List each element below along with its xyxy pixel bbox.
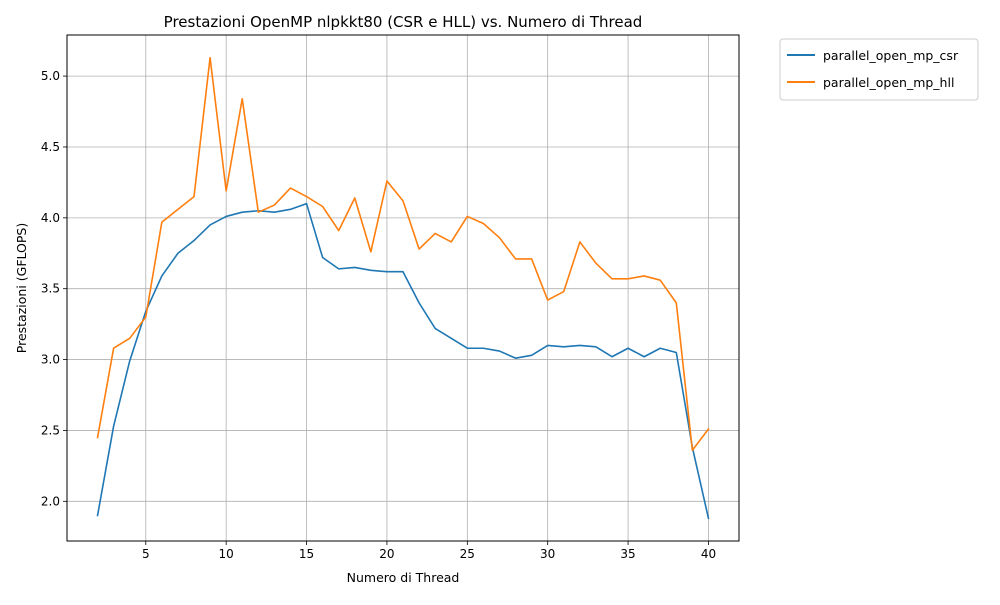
y-tick-label: 4.5 (41, 140, 60, 154)
x-tick-label: 30 (540, 547, 555, 561)
x-tick-label: 35 (620, 547, 635, 561)
y-tick-label: 3.5 (41, 282, 60, 296)
legend-label-csr: parallel_open_mp_csr (823, 48, 959, 63)
series-lines (96, 56, 710, 520)
legend-label-hll: parallel_open_mp_hll (823, 75, 954, 90)
x-tick-label: 25 (460, 547, 475, 561)
y-tick-label: 2.5 (41, 423, 60, 437)
chart-title: Prestazioni OpenMP nlpkkt80 (CSR e HLL) … (164, 13, 643, 31)
series-line-parallel_open_mp_hll (96, 56, 710, 452)
x-tick-label: 40 (701, 547, 716, 561)
y-tick-label: 5.0 (41, 69, 60, 83)
grid (67, 35, 739, 541)
legend-frame (779, 38, 979, 101)
series-line-parallel_open_mp_csr (96, 202, 710, 520)
x-tick-label: 5 (142, 547, 150, 561)
y-axis-label: Prestazioni (GFLOPS) (14, 223, 29, 353)
plot-frame (66, 34, 740, 542)
x-axis-label: Numero di Thread (347, 570, 460, 585)
legend: parallel_open_mp_csr parallel_open_mp_hl… (779, 38, 979, 101)
x-tick-label: 20 (379, 547, 394, 561)
y-tick-label: 2.0 (41, 494, 60, 508)
x-tick-label: 10 (219, 547, 234, 561)
y-tick-label: 4.0 (41, 211, 60, 225)
axis-ticks: 5 10 15 20 25 30 35 40 2.0 2.5 3.0 3.5 4.0 4.5 5.0 (41, 69, 716, 561)
x-tick-label: 15 (299, 547, 314, 561)
y-tick-label: 3.0 (41, 353, 60, 367)
